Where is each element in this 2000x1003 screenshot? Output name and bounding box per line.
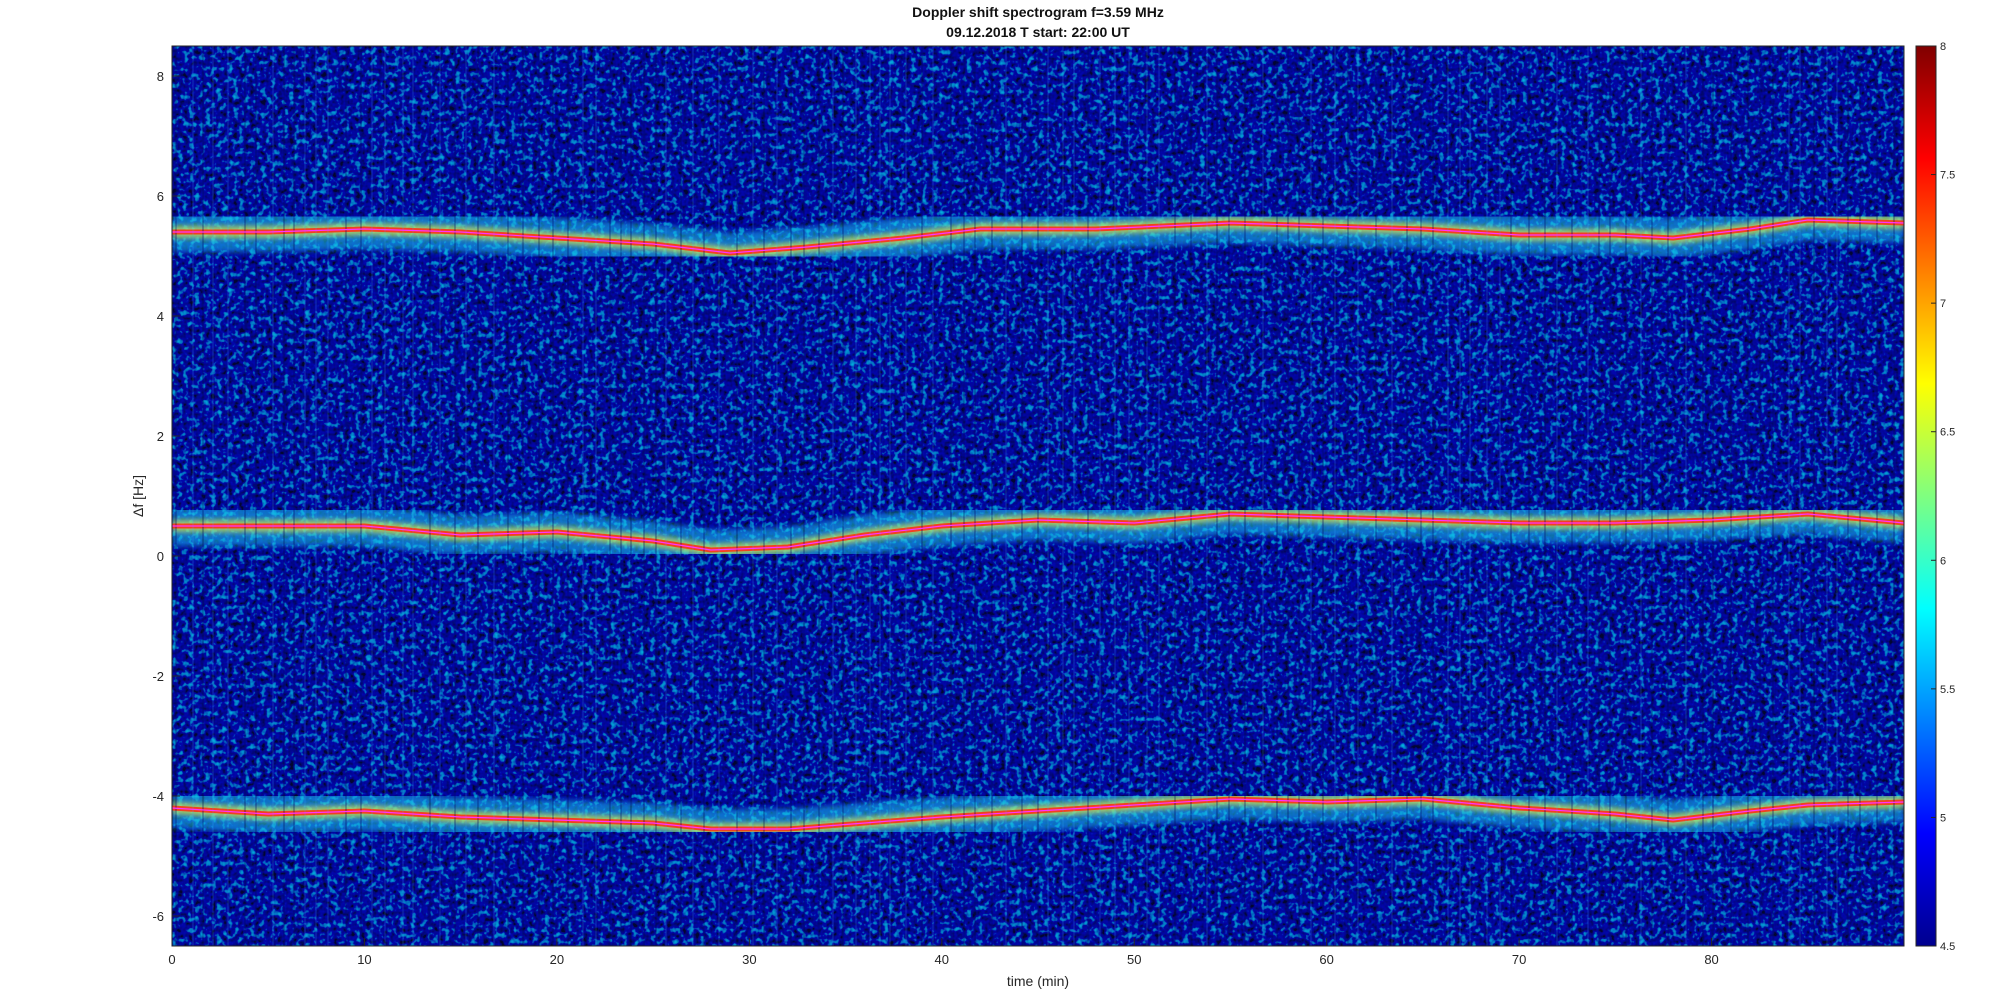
title-group: Doppler shift spectrogram f=3.59 MHz 09.… <box>912 4 1164 40</box>
time-slice-stripes <box>175 46 1895 946</box>
colorbar-ticks: 4.5 5 5.5 6 6.5 7 7.5 8 <box>1931 41 1955 953</box>
y-tick-label: -4 <box>152 789 164 804</box>
colorbar-tick-label: 6.5 <box>1940 427 1955 439</box>
y-axis-label: Δf [Hz] <box>130 475 146 517</box>
y-tick-label: -6 <box>152 909 164 924</box>
colorbar-tick-label: 4.5 <box>1940 941 1955 953</box>
x-tick-label: 80 <box>1704 952 1718 967</box>
x-tick-label: 0 <box>168 952 175 967</box>
x-tick-label: 20 <box>550 952 564 967</box>
spectrogram-image <box>172 46 1904 946</box>
x-tick-label: 30 <box>742 952 756 967</box>
y-tick-label: 2 <box>157 429 164 444</box>
doppler-trace-line <box>172 513 1904 551</box>
x-axis: 0 10 20 30 40 50 60 70 80 <box>168 938 1719 967</box>
colorbar-tick-label: 8 <box>1940 41 1946 53</box>
chart-title: Doppler shift spectrogram f=3.59 MHz <box>912 4 1164 20</box>
chart-subtitle: 09.12.2018 T start: 22:00 UT <box>946 24 1130 40</box>
y-tick-label: 8 <box>157 69 164 84</box>
colorbar-gradient <box>1915 45 1937 947</box>
y-tick-label: 4 <box>157 309 164 324</box>
y-tick-label: 0 <box>157 549 164 564</box>
x-tick-label: 60 <box>1319 952 1333 967</box>
y-tick-label: 6 <box>157 189 164 204</box>
colorbar-tick-label: 5.5 <box>1940 684 1955 696</box>
x-tick-label: 10 <box>357 952 371 967</box>
colorbar-tick-label: 6 <box>1940 555 1946 567</box>
colorbar-tick-label: 5 <box>1940 812 1946 824</box>
x-tick-label: 50 <box>1127 952 1141 967</box>
x-tick-label: 40 <box>935 952 949 967</box>
x-tick-label: 70 <box>1512 952 1526 967</box>
doppler-traces <box>172 219 1904 830</box>
colorbar-tick-label: 7 <box>1940 298 1946 310</box>
doppler-trace-line <box>172 798 1904 830</box>
doppler-trace-line <box>172 219 1904 254</box>
plot-frame <box>171 45 1905 947</box>
y-tick-label: -2 <box>152 669 164 684</box>
colorbar: 4.5 5 5.5 6 6.5 7 7.5 8 <box>1915 41 1955 953</box>
x-axis-label: time (min) <box>1007 973 1069 989</box>
colorbar-tick-label: 7.5 <box>1940 170 1955 182</box>
y-axis: -6 -4 -2 0 2 4 6 8 <box>152 69 180 924</box>
